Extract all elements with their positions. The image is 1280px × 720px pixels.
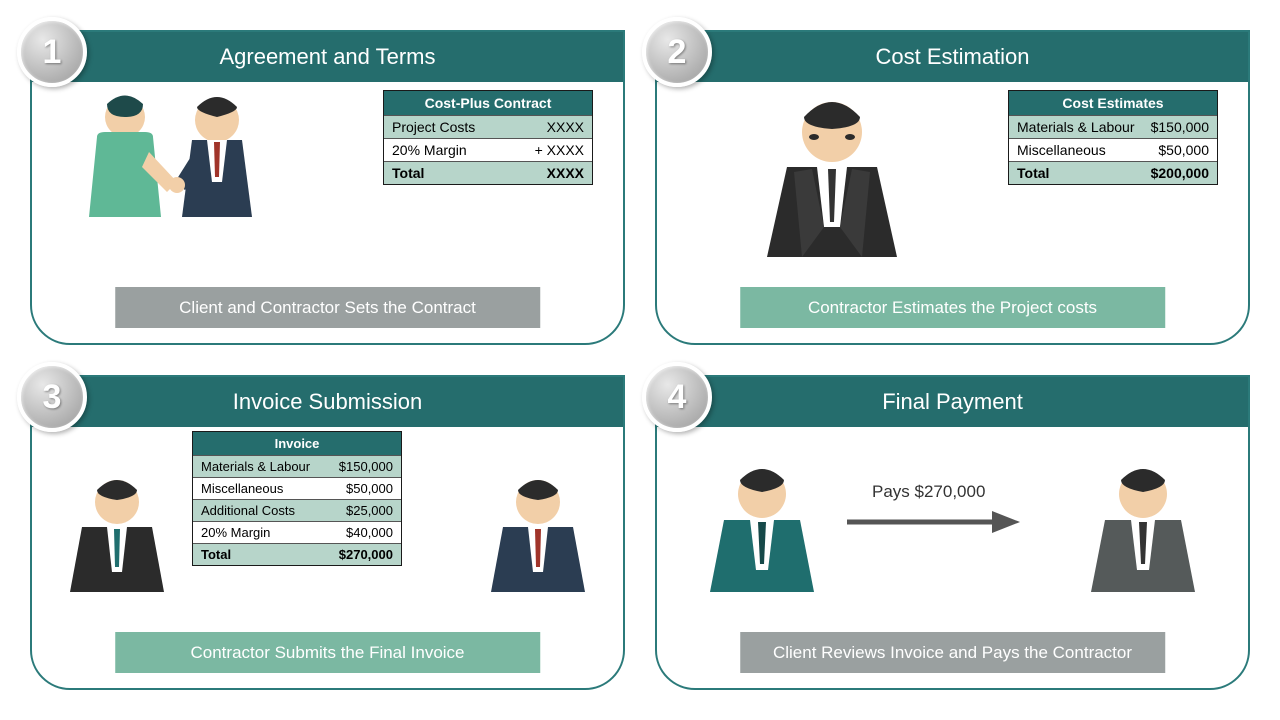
row-value: $200,000 [1137,165,1209,181]
row-label: Additional Costs [201,503,295,518]
card-caption-4: Client Reviews Invoice and Pays the Cont… [740,632,1166,673]
contract-table: Cost-Plus Contract Project Costs XXXX 20%… [383,90,593,185]
estimates-table: Cost Estimates Materials & Labour$150,00… [1008,90,1218,185]
row-value: $40,000 [332,525,393,540]
step-badge-3: 3 [17,362,87,432]
row-value: $50,000 [1144,142,1209,158]
client-illustration [702,462,822,592]
client-right-illustration [483,472,593,592]
row-value: $25,000 [332,503,393,518]
card-caption-3: Contractor Submits the Final Invoice [115,632,541,673]
step-badge-2: 2 [642,17,712,87]
row-value: $50,000 [332,481,393,496]
card-header-1: Agreement and Terms [32,32,623,82]
step-badge-1: 1 [17,17,87,87]
invoice-table: Invoice Materials & Labour $150,000 Misce… [192,431,402,566]
row-label: Total [1017,165,1049,181]
row-label: Miscellaneous [1017,142,1106,158]
step-card-4: 4 Final Payment Pays $270,000 Client Rev… [655,375,1250,690]
step-card-3: 3 Invoice Submission Invoice Materials &… [30,375,625,690]
card-body-2: Cost Estimates Materials & Labour$150,00… [657,82,1248,343]
row-value: $270,000 [325,547,393,562]
row-label: 20% Margin [201,525,270,540]
contractor-illustration-2 [1083,462,1203,592]
row-label: Materials & Labour [201,459,310,474]
row-value: XXXX [533,119,584,135]
contractor-left-illustration [62,472,172,592]
step-badge-4: 4 [642,362,712,432]
row-label: Total [201,547,231,562]
payment-label: Pays $270,000 [872,482,985,502]
card-caption-2: Contractor Estimates the Project costs [740,287,1166,328]
card-header-4: Final Payment [657,377,1248,427]
payment-arrow-icon [842,507,1022,537]
card-header-2: Cost Estimation [657,32,1248,82]
estimates-table-title: Cost Estimates [1009,91,1217,115]
contract-table-title: Cost-Plus Contract [384,91,592,115]
card-body-4: Pays $270,000 Client Reviews Invoice and… [657,427,1248,688]
card-header-3: Invoice Submission [32,377,623,427]
invoice-table-title: Invoice [193,432,401,455]
row-label: Project Costs [392,119,475,135]
row-value: $150,000 [325,459,393,474]
row-label: Miscellaneous [201,481,283,496]
row-label: Total [392,165,424,181]
step-card-1: 1 Agreement and Terms Cost-Plus Contract… [30,30,625,345]
row-value: XXXX [533,165,584,181]
row-value: + XXXX [521,142,584,158]
row-label: Materials & Labour [1017,119,1135,135]
card-body-3: Invoice Materials & Labour $150,000 Misce… [32,427,623,688]
contractor-illustration [752,87,912,262]
row-label: 20% Margin [392,142,467,158]
handshake-illustration [57,82,287,257]
step-card-2: 2 Cost Estimation Cost Estimates Materia… [655,30,1250,345]
card-body-1: Cost-Plus Contract Project Costs XXXX 20%… [32,82,623,343]
row-value: $150,000 [1137,119,1209,135]
card-caption-1: Client and Contractor Sets the Contract [115,287,541,328]
